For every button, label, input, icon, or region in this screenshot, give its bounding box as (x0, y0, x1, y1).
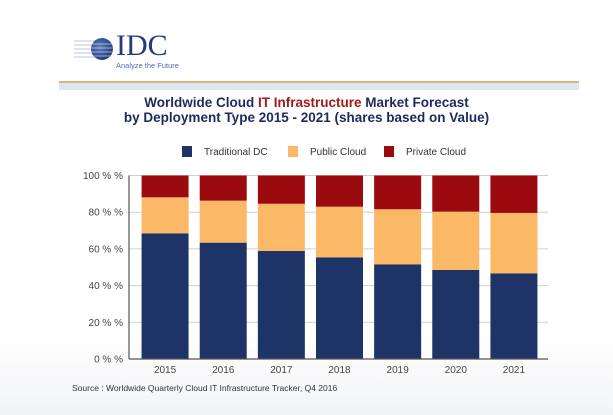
bar-traditional-dc-2021 (490, 273, 538, 359)
bar-traditional-dc-2015 (141, 233, 189, 359)
legend-label-traditional-dc: Traditional DC (204, 147, 268, 158)
bar-traditional-dc-2019 (374, 264, 422, 359)
chart-title-line2: by Deployment Type 2015 - 2021 (shares b… (123, 110, 490, 125)
bar-public-cloud-2021 (490, 212, 538, 274)
x-tick-label: 2018 (328, 365, 351, 376)
legend-swatch-public-cloud (288, 146, 298, 157)
title-pre: Worldwide Cloud (144, 95, 258, 110)
bar-public-cloud-2015 (141, 197, 189, 234)
y-tick-label: 40 % % (89, 281, 124, 292)
bar-traditional-dc-2020 (432, 270, 480, 359)
bar-private-cloud-2016 (199, 175, 247, 201)
bar-public-cloud-2020 (432, 211, 480, 271)
bar-public-cloud-2016 (199, 200, 247, 243)
y-tick-label: 0 % % (94, 355, 123, 366)
bar-private-cloud-2017 (257, 175, 305, 204)
y-tick-label: 60 % % (89, 244, 124, 255)
bar-traditional-dc-2018 (316, 257, 363, 359)
bars (141, 175, 538, 359)
title-post: Market Forecast (361, 95, 469, 110)
x-tick-label: 2016 (212, 365, 235, 376)
x-tick-label: 2019 (387, 365, 410, 376)
logo-wordmark: IDC (116, 29, 168, 62)
legend-label-public-cloud: Public Cloud (310, 147, 366, 158)
source-note: Source : Worldwide Quarterly Cloud IT In… (72, 383, 338, 393)
bar-private-cloud-2015 (141, 175, 189, 198)
logo-tagline: Analyze the Future (116, 61, 179, 70)
chart-title: Worldwide Cloud IT Infrastructure Market… (0, 95, 613, 125)
bar-private-cloud-2018 (316, 175, 363, 207)
legend-swatch-private-cloud (384, 146, 394, 157)
legend: Traditional DC Public Cloud Private Cloud (182, 146, 466, 158)
y-tick-labels: 0 % % 20 % % 40 % % 60 % % 80 % % 100 % % (83, 171, 123, 366)
bar-private-cloud-2020 (432, 175, 480, 212)
x-tick-label: 2021 (503, 365, 526, 376)
bar-private-cloud-2021 (490, 175, 538, 213)
bar-private-cloud-2019 (374, 175, 422, 210)
header-band (59, 83, 579, 90)
axes (128, 175, 548, 360)
x-tick-label: 2020 (445, 365, 468, 376)
legend-label-private-cloud: Private Cloud (406, 147, 466, 158)
idc-logo: IDC Analyze the Future (74, 29, 214, 78)
title-highlight: IT Infrastructure (257, 95, 362, 110)
bar-public-cloud-2019 (374, 209, 422, 265)
y-tick-label: 80 % % (89, 208, 124, 219)
legend-swatch-traditional-dc (182, 146, 192, 157)
x-tick-label: 2015 (154, 365, 177, 376)
x-tick-labels: 2015 2016 2017 2018 2019 2020 2021 (154, 365, 526, 376)
header-rule (59, 81, 579, 83)
bar-public-cloud-2018 (316, 206, 363, 258)
y-tick-label: 100 % % (83, 171, 123, 182)
y-tick-label: 20 % % (89, 318, 124, 329)
bar-traditional-dc-2017 (257, 250, 305, 359)
chart-title-line1: Worldwide Cloud IT Infrastructure Market… (0, 95, 613, 110)
globe-icon (74, 38, 113, 60)
bar-public-cloud-2017 (257, 203, 305, 251)
bar-traditional-dc-2016 (199, 242, 247, 359)
x-tick-label: 2017 (270, 365, 293, 376)
